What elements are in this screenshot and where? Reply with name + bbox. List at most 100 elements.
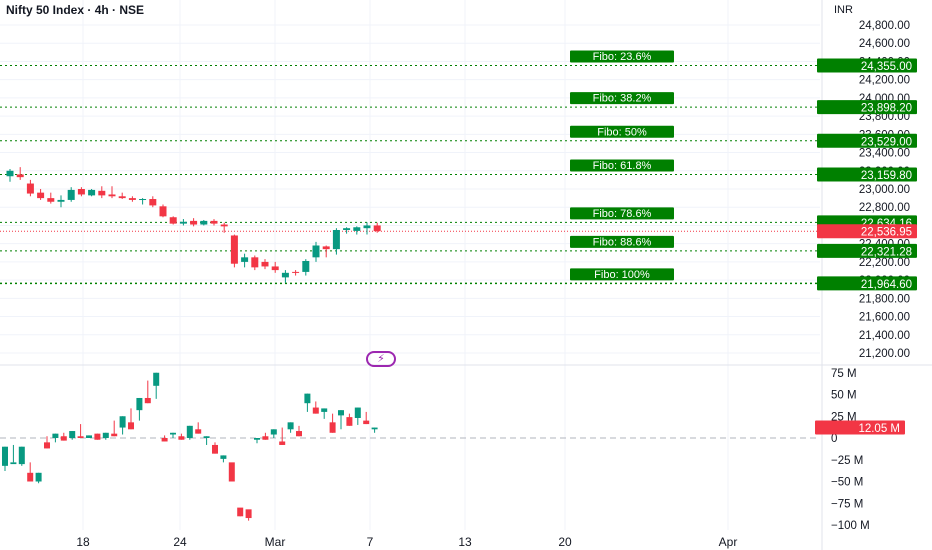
candle-body xyxy=(343,228,351,230)
fibo-label-box xyxy=(570,125,674,138)
volume-bar xyxy=(52,433,59,438)
volume-bar xyxy=(144,397,151,404)
volume-bar xyxy=(287,422,294,430)
volume-tick-label: 50 M xyxy=(831,390,857,402)
volume-bar xyxy=(296,431,302,437)
fibo-price-tag xyxy=(817,58,917,73)
candle-body xyxy=(77,189,85,195)
volume-bar xyxy=(245,509,252,519)
volume-bar xyxy=(44,442,50,449)
volume-bar xyxy=(161,438,168,442)
time-axis-label: 13 xyxy=(458,535,472,549)
price-tick-label: 24,800.00 xyxy=(859,20,910,32)
volume-bar xyxy=(153,372,160,386)
fibo-price-tag xyxy=(817,167,917,182)
candle-body xyxy=(220,224,228,227)
candle-body xyxy=(98,190,106,196)
volume-tick-label: 0 xyxy=(831,433,837,445)
candle-body xyxy=(322,246,330,250)
volume-bar xyxy=(60,436,67,441)
candle-body xyxy=(37,192,45,199)
volume-bar xyxy=(212,444,218,454)
candle-body xyxy=(312,245,320,258)
fibo-label: Fibo: 50% xyxy=(597,126,647,138)
candle-body xyxy=(281,272,289,278)
fibo-label-box xyxy=(570,92,674,105)
candle-body xyxy=(169,217,177,224)
volume-bar xyxy=(111,433,118,437)
volume-bar xyxy=(220,455,227,459)
volume-bar xyxy=(178,436,185,440)
candle-body xyxy=(179,221,187,224)
volume-bar xyxy=(338,410,344,416)
volume-tick-label: 25 M xyxy=(831,411,857,423)
currency-unit: INR xyxy=(834,4,853,16)
fibo-label: Fibo: 100% xyxy=(594,269,650,281)
time-axis-label: 20 xyxy=(558,535,572,549)
volume-bar xyxy=(354,407,361,418)
candle-body xyxy=(149,199,157,206)
fibo-price-value: 23,529.00 xyxy=(861,136,912,148)
volume-bar xyxy=(270,429,277,435)
candle-body xyxy=(292,271,300,273)
fibo-price-tag xyxy=(817,100,917,115)
lightning-icon[interactable]: ⚡ xyxy=(366,351,396,367)
time-axis-label: 7 xyxy=(367,535,374,549)
candle-body xyxy=(373,225,381,232)
volume-bar xyxy=(186,425,193,438)
volume-bar xyxy=(128,422,134,430)
candle-body xyxy=(67,189,75,200)
fibo-label: Fibo: 61.8% xyxy=(593,160,652,172)
time-axis-label: 24 xyxy=(173,535,187,549)
fibo-label-box xyxy=(570,268,674,281)
fibo-label: Fibo: 38.2% xyxy=(593,93,652,105)
candle-body xyxy=(363,225,371,229)
candle-body xyxy=(353,227,361,231)
volume-bar xyxy=(10,462,17,465)
volume-bar xyxy=(371,427,378,430)
price-tick-label: 22,200.00 xyxy=(859,257,910,269)
volume-bar xyxy=(254,438,260,440)
fibo-price-value: 24,355.00 xyxy=(861,61,912,73)
volume-bar xyxy=(304,393,311,404)
volume-bar xyxy=(279,441,286,445)
price-tick-label: 24,200.00 xyxy=(859,75,910,87)
fibo-label-box xyxy=(570,235,674,248)
volume-bar xyxy=(346,417,353,426)
fibo-label: Fibo: 23.6% xyxy=(593,51,652,63)
volume-tick-label: −25 M xyxy=(831,455,863,467)
volume-bar xyxy=(27,472,34,482)
candle-body xyxy=(251,257,259,268)
fibo-label-box xyxy=(570,50,674,63)
volume-last-tag xyxy=(815,420,905,435)
volume-tick-label: −75 M xyxy=(831,498,863,510)
volume-bar xyxy=(312,407,319,414)
fibo-label-box xyxy=(570,159,674,172)
price-tick-label: 21,400.00 xyxy=(859,330,910,342)
volume-bar xyxy=(119,416,126,428)
volume-bar xyxy=(329,422,336,433)
fibo-price-value: 22,321.28 xyxy=(861,246,912,258)
candle-body xyxy=(57,199,65,202)
volume-bar xyxy=(321,408,328,412)
volume-tick-label: −100 M xyxy=(831,520,870,532)
candle-body xyxy=(230,235,238,264)
candle-body xyxy=(261,261,269,267)
volume-bar xyxy=(228,462,235,482)
price-tick-label: 21,600.00 xyxy=(859,312,910,324)
time-axis-label: Mar xyxy=(265,535,286,549)
time-axis-label: 18 xyxy=(76,535,90,549)
candle-body xyxy=(139,199,147,201)
fibo-label: Fibo: 88.6% xyxy=(593,236,652,248)
chart-title: Nifty 50 Index · 4h · NSE xyxy=(6,3,145,17)
candle-body xyxy=(128,198,136,200)
volume-bar xyxy=(86,435,92,438)
candle-body xyxy=(210,220,218,224)
volume-bar xyxy=(35,472,42,482)
candle-body xyxy=(16,174,24,178)
candle-body xyxy=(6,170,14,177)
price-tick-label: 23,400.00 xyxy=(859,148,910,160)
fibo-price-tag xyxy=(817,276,917,291)
